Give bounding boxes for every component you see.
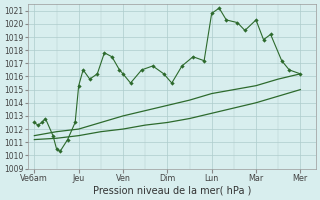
X-axis label: Pression niveau de la mer( hPa ): Pression niveau de la mer( hPa )	[92, 186, 251, 196]
